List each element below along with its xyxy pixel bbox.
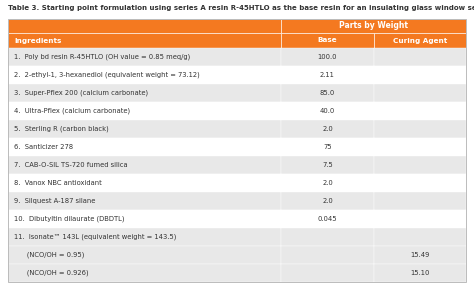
Text: 7.  CAB-O-SIL TS-720 fumed silica: 7. CAB-O-SIL TS-720 fumed silica [14,162,128,168]
Bar [374,138,466,156]
Bar [8,120,281,138]
Text: 2.0: 2.0 [322,126,333,132]
Bar [374,102,466,120]
Bar [8,246,281,264]
Text: 10.  Dibutyltin dilaurate (DBDTL): 10. Dibutyltin dilaurate (DBDTL) [14,216,125,222]
Text: 75: 75 [323,144,332,150]
Text: 15.49: 15.49 [410,252,430,258]
Bar [374,228,466,246]
Text: 0.045: 0.045 [318,216,337,222]
Bar [8,33,281,48]
Bar [374,66,466,84]
Text: 7.5: 7.5 [322,162,333,168]
Bar [281,246,374,264]
Text: 2.11: 2.11 [320,72,335,78]
Bar [8,228,281,246]
Bar [374,120,466,138]
Text: 3.  Super-Pflex 200 (calcium carbonate): 3. Super-Pflex 200 (calcium carbonate) [14,90,148,96]
Text: 2.0: 2.0 [322,180,333,186]
Text: 15.10: 15.10 [410,270,430,276]
Bar [374,174,466,192]
Bar [8,66,281,84]
Bar [281,102,374,120]
Text: 40.0: 40.0 [320,108,335,114]
Bar [281,48,374,66]
Bar [374,156,466,174]
Bar [8,156,281,174]
Bar [8,192,281,210]
Bar [8,19,281,33]
Bar [8,138,281,156]
Text: 85.0: 85.0 [320,90,335,96]
Text: (NCO/OH = 0.926): (NCO/OH = 0.926) [14,270,89,276]
Text: 8.  Vanox NBC antioxidant: 8. Vanox NBC antioxidant [14,180,102,186]
Bar [8,102,281,120]
Text: 4.  Ultra-Pflex (calcium carbonate): 4. Ultra-Pflex (calcium carbonate) [14,108,130,114]
Text: Base: Base [318,38,337,44]
Text: 6.  Santicizer 278: 6. Santicizer 278 [14,144,73,150]
Bar [281,66,374,84]
Bar [8,84,281,102]
Text: 1.  Poly bd resin R-45HTLO (OH value = 0.85 meq/g): 1. Poly bd resin R-45HTLO (OH value = 0.… [14,54,190,60]
Bar [374,48,466,66]
Bar [374,84,466,102]
Bar [281,264,374,282]
Text: Ingredients: Ingredients [14,38,61,44]
Bar [281,84,374,102]
Text: Parts by Weight: Parts by Weight [339,21,408,31]
Text: Curing Agent: Curing Agent [393,38,447,44]
Bar [374,264,466,282]
Bar [281,192,374,210]
Text: 11.  Isonate™ 143L (equivalent weight = 143.5): 11. Isonate™ 143L (equivalent weight = 1… [14,234,176,240]
Bar [281,19,466,33]
Text: 2.  2-ethyl-1, 3-hexanediol (equivalent weight = 73.12): 2. 2-ethyl-1, 3-hexanediol (equivalent w… [14,72,200,78]
Bar [374,192,466,210]
Text: (NCO/OH = 0.95): (NCO/OH = 0.95) [14,252,84,258]
Bar [281,210,374,228]
Bar [281,174,374,192]
Text: Table 3. Starting point formulation using series A resin R-45HTLO as the base re: Table 3. Starting point formulation usin… [8,5,474,11]
Bar [374,246,466,264]
Text: 2.0: 2.0 [322,198,333,204]
Text: 100.0: 100.0 [318,54,337,60]
Bar [8,210,281,228]
Bar [8,48,281,66]
Bar [281,156,374,174]
Text: 5.  Sterling R (carbon black): 5. Sterling R (carbon black) [14,126,109,132]
Bar [281,33,374,48]
Bar [281,120,374,138]
Bar [281,138,374,156]
Bar [281,228,374,246]
Text: 9.  Silquest A-187 silane: 9. Silquest A-187 silane [14,198,95,204]
Bar [374,33,466,48]
Bar [8,174,281,192]
Bar [8,264,281,282]
Bar [374,210,466,228]
